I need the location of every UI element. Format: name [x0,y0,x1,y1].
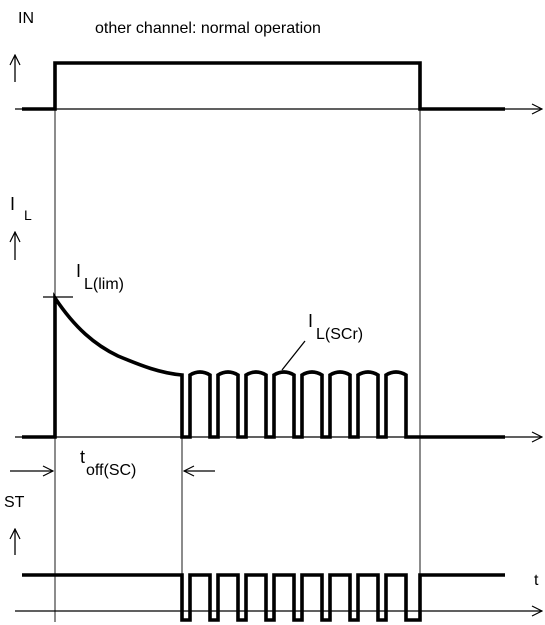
st-signal-label: ST [4,494,25,511]
st-waveform [22,573,505,622]
il-lim-label: IL(lim) [76,261,124,293]
time-axis-label: t [534,572,539,589]
in-signal-label: IN [18,10,34,27]
in-waveform [22,61,505,111]
il-waveform [22,292,505,439]
toff-label: toff(SC) [80,447,136,479]
il-signal-label: IL [10,194,32,223]
il-scr-label: IL(SCr) [308,311,363,343]
il-scr-leader-line [281,340,306,371]
diagram-title: other channel: normal operation [95,20,321,37]
